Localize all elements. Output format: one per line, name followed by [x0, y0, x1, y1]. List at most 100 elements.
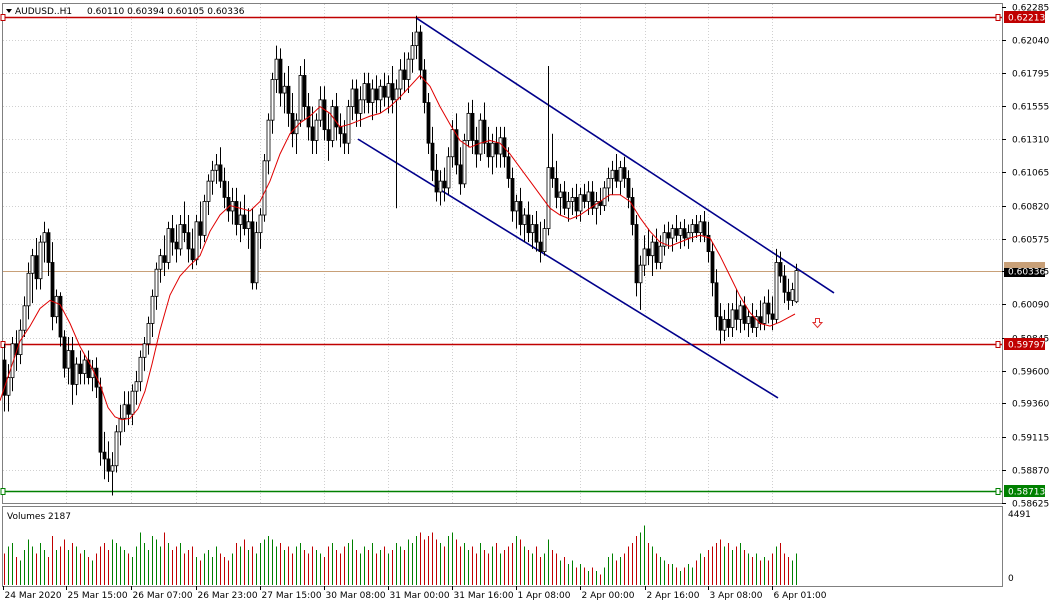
price-axis: 0.62285 0.62040 0.61795 0.61555 0.61310 0.610… — [1002, 4, 1049, 510]
candle-bear — [390, 83, 395, 101]
candle-bull — [498, 137, 503, 155]
candle-bear — [750, 316, 755, 328]
x-tick-label: 1 Apr 08:00 — [518, 591, 571, 601]
candle-bull — [362, 83, 367, 101]
candle-bull — [466, 112, 471, 141]
candle-bear — [286, 85, 291, 114]
candle-bear — [622, 167, 627, 179]
y-tick-label: 0.59600 — [1012, 368, 1049, 378]
candle-bear — [2, 359, 7, 396]
candle-bear — [702, 221, 707, 236]
candle-bear — [198, 221, 203, 236]
candle-bull — [54, 295, 59, 318]
candle-bear — [58, 295, 63, 338]
candle-bull — [22, 305, 27, 331]
candle-bull — [686, 232, 691, 239]
candle-bear — [170, 228, 175, 243]
candle-bear — [354, 88, 359, 114]
x-tick-label: 24 Mar 2020 — [5, 591, 62, 601]
candle-bull — [270, 79, 275, 121]
candle-bear — [726, 318, 731, 328]
candle-bear — [218, 164, 223, 182]
candle-bear — [518, 201, 523, 225]
y-tick-label: 0.58870 — [1012, 467, 1049, 477]
candle-bear — [682, 228, 687, 239]
candle-bull — [262, 160, 267, 216]
hline-handle-left — [0, 488, 6, 495]
candle-bear — [630, 197, 635, 225]
main-panel-frame — [2, 3, 1003, 504]
candle-bull — [134, 381, 139, 392]
bid-tag — [1004, 262, 1045, 268]
y-tick-label: 0.61065 — [1012, 169, 1049, 179]
candle-bull — [446, 156, 451, 189]
candle-bear — [182, 224, 187, 234]
x-tick-label: 2 Apr 00:00 — [582, 591, 635, 601]
candle-bear — [694, 224, 699, 234]
candle-bear — [302, 75, 307, 108]
candle-bear — [666, 232, 671, 239]
candle-bull — [142, 343, 147, 358]
candle-bear — [342, 133, 347, 144]
candle-bull — [138, 356, 143, 383]
candle-bull — [238, 214, 243, 225]
candle-bull — [578, 194, 583, 212]
x-tick-label: 26 Mar 07:00 — [133, 591, 193, 601]
triangle-down-icon[interactable] — [6, 9, 12, 13]
candle-bull — [774, 262, 779, 320]
candle-bull — [154, 268, 159, 297]
candle-bear — [334, 106, 339, 128]
candle-bear — [786, 291, 791, 301]
candle-bull — [350, 88, 355, 108]
candle-bear — [86, 359, 91, 379]
candle-bull — [586, 191, 591, 202]
candle-bull — [690, 224, 695, 234]
candle-bull — [110, 465, 115, 472]
candle-bull — [394, 88, 399, 101]
candle-bear — [510, 178, 515, 212]
candle-bear — [222, 180, 227, 198]
x-tick-label: 26 Mar 23:00 — [198, 591, 258, 601]
y-tick-label: 0.59115 — [1012, 434, 1049, 444]
candle-bull — [194, 221, 199, 261]
hline-handle-right — [995, 488, 1001, 495]
candle-bear — [338, 126, 343, 135]
candle-bull — [670, 228, 675, 239]
candle-bull — [606, 178, 611, 189]
candle-bear — [582, 194, 587, 202]
candle-bear — [174, 241, 179, 250]
y-tick-label: 0.58625 — [1012, 500, 1049, 510]
candle-bull — [530, 224, 535, 234]
candle-bull — [790, 289, 795, 301]
candle-bull — [178, 224, 183, 250]
candle-bear — [778, 262, 783, 277]
volume-bars — [4, 525, 797, 585]
candle-bull — [158, 255, 163, 270]
candle-bull — [358, 99, 363, 114]
candle-bull — [274, 58, 279, 80]
candle-bull — [166, 228, 171, 263]
candle-bull — [658, 245, 663, 263]
candle-bull — [26, 272, 31, 307]
candle-bear — [290, 112, 295, 135]
y-tick-label: 0.61795 — [1012, 70, 1049, 80]
ma-line — [0, 74, 796, 421]
horizontal-lines[interactable] — [0, 14, 1002, 495]
candle-bear — [234, 201, 239, 225]
price-tag-label: 0.62213 — [1008, 14, 1045, 24]
candle-bull — [618, 167, 623, 182]
candle-bear — [634, 224, 639, 284]
y-tick-label: 0.62040 — [1012, 37, 1049, 47]
candle-bear — [326, 129, 331, 141]
candle-bull — [82, 359, 87, 374]
candle-bear — [470, 112, 475, 141]
candle-bull — [6, 377, 11, 396]
descending-channel[interactable] — [357, 17, 835, 399]
price-tag-support-1 — [1004, 338, 1045, 350]
candle-bull — [478, 119, 483, 155]
candle-bear — [126, 404, 131, 415]
price-tag-resistance — [1004, 11, 1045, 23]
candle-bull — [546, 167, 551, 229]
